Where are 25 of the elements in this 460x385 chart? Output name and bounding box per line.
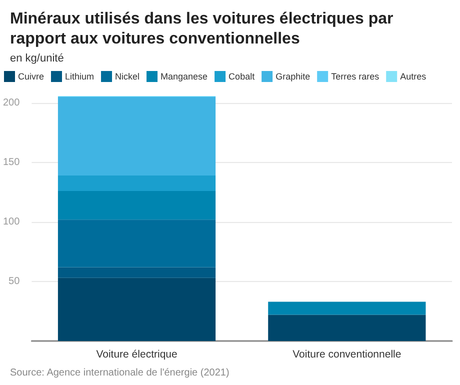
source-note: Source: Agence internationale de l'énergie (2021)	[10, 368, 230, 378]
legend-label: Cuivre	[18, 72, 44, 82]
y-tick-label: 100	[2, 216, 20, 228]
y-tick-label: 200	[2, 97, 20, 108]
x-tick-label: Voiture électrique	[96, 348, 178, 360]
legend-label: Lithium	[65, 72, 94, 82]
bar	[58, 96, 216, 176]
y-tick-label: 150	[2, 156, 20, 168]
bar	[58, 278, 216, 341]
x-tick-label: Voiture conventionnelle	[292, 348, 402, 360]
legend-label: Nickel	[115, 72, 140, 82]
bar	[58, 267, 216, 278]
chart-title: Minéraux utilisés dans les voitures électriques par rapport aux voitures conventionnelles	[10, 10, 398, 48]
bar	[58, 191, 216, 220]
bar	[268, 314, 426, 341]
legend-label: Terres rares	[331, 72, 380, 82]
y-tick-label: 50	[8, 276, 20, 287]
legend-label: Manganese	[160, 72, 208, 82]
bar	[58, 176, 216, 191]
legend-label: Autres	[400, 72, 427, 82]
bar	[58, 220, 216, 268]
legend-label: Graphite	[276, 72, 310, 82]
bar	[268, 302, 426, 315]
legend-label: Cobalt	[228, 72, 256, 82]
chart-subtitle: en kg/unité	[10, 52, 64, 64]
